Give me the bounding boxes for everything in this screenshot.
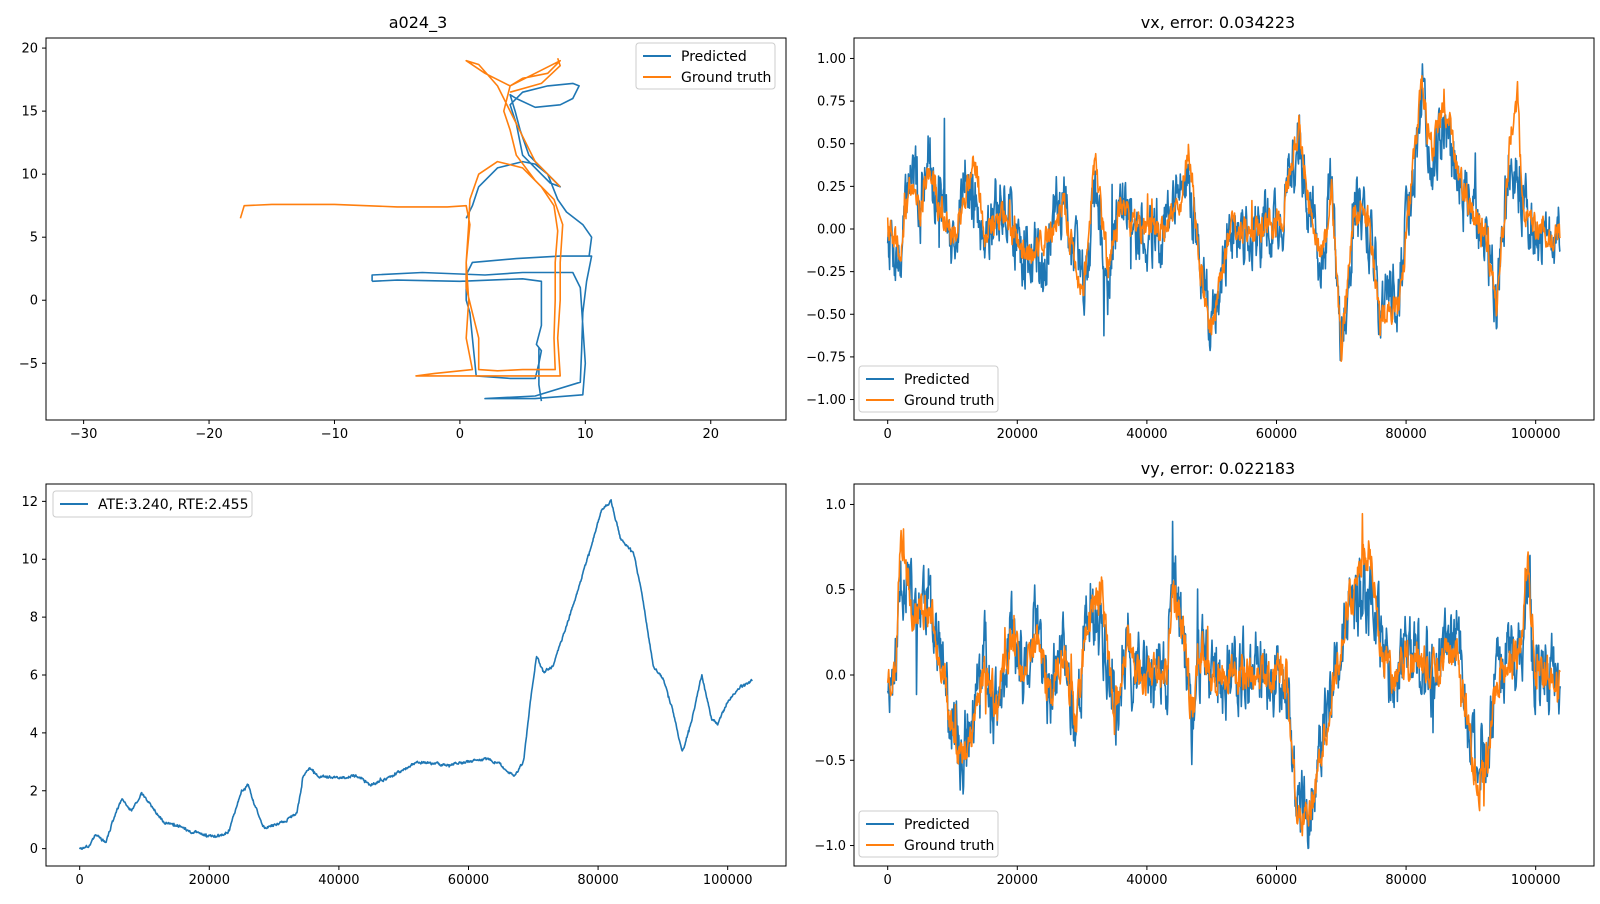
vy-legend-ground-truth-label: Ground truth [904, 838, 994, 854]
traj-ytick-label: 5 [30, 231, 38, 246]
err-ytick-label: 6 [30, 669, 38, 684]
vx-ytick-label: 1.00 [817, 52, 846, 67]
vy-legend: Predicted Ground truth [858, 810, 999, 858]
vx-xtick-label: 60000 [1256, 427, 1297, 442]
vy-title: vy, error: 0.022183 [1141, 459, 1295, 478]
vx-ytick-label: 0.50 [817, 137, 846, 152]
traj-xtick-label: 20 [702, 427, 719, 442]
vy-xtick-label: 0 [884, 873, 892, 888]
traj-series-ground-truth-3 [239, 59, 564, 377]
err-xtick-label: 0 [76, 873, 84, 888]
vx-ytick-label: −0.25 [806, 265, 846, 280]
err-ytick-label: 10 [21, 553, 38, 568]
traj-xtick-label: −10 [321, 427, 348, 442]
err-ytick-label: 4 [30, 726, 38, 741]
vy-ytick-label: 0.0 [825, 669, 846, 684]
vy-xtick-label: 80000 [1385, 873, 1426, 888]
trajectory-legend-ground-truth-label: Ground truth [681, 70, 771, 86]
traj-ytick-label: 20 [21, 42, 38, 57]
traj-xtick-label: 10 [577, 427, 594, 442]
vx-xtick-label: 20000 [997, 427, 1038, 442]
vx-xtick-label: 80000 [1385, 427, 1426, 442]
err-xtick-label: 20000 [189, 873, 230, 888]
vy-axes-frame [853, 483, 1595, 867]
vx-xtick-label: 40000 [1126, 427, 1167, 442]
vy-ytick-label: −1.0 [814, 839, 846, 854]
vx-axes-frame [853, 37, 1595, 421]
vy-panel: vy, error: 0.022183 0 20000 40000 60000 8000… [814, 459, 1595, 888]
vx-ytick-label: −1.00 [806, 393, 846, 408]
vx-plot-area: 0 20000 40000 60000 80000 100000 −1.00 −0.75 −0.… [806, 37, 1595, 442]
vy-ytick-label: −0.5 [814, 754, 846, 769]
traj-xtick-label: −20 [195, 427, 222, 442]
traj-ytick-label: 15 [21, 105, 38, 120]
vy-xtick-label: 60000 [1256, 873, 1297, 888]
vy-ytick-label: 0.5 [825, 583, 846, 598]
vy-plot-area: 0 20000 40000 60000 80000 100000 −1.0 −0.5 0.0 0.… [814, 483, 1595, 888]
traj-ytick-label: −5 [19, 357, 38, 372]
traj-xtick-label: 0 [456, 427, 464, 442]
vx-ytick-label: 0.25 [817, 180, 846, 195]
vy-xtick-label: 20000 [997, 873, 1038, 888]
traj-xtick-label: −30 [70, 427, 97, 442]
vx-xtick-label: 100000 [1511, 427, 1561, 442]
vy-legend-predicted-label: Predicted [904, 817, 970, 833]
traj-axes-frame [45, 37, 787, 421]
vy-ytick-label: 1.0 [825, 498, 846, 513]
error-legend-label: ATE:3.240, RTE:2.455 [98, 497, 249, 513]
error-panel: 0 20000 40000 60000 80000 100000 0 2 4 6 8 10 12 ATE… [21, 483, 787, 888]
err-series-ate-3-240-rte-2-455-0 [78, 499, 753, 850]
trajectory-plot-area: −30 −20 −10 0 10 20 −5 0 5 10 15 20 [19, 37, 787, 442]
vy-series-ground-truth-1 [886, 512, 1561, 837]
vx-xtick-label: 0 [884, 427, 892, 442]
err-xtick-label: 40000 [318, 873, 359, 888]
vx-ytick-label: 0.75 [817, 95, 846, 110]
error-plot-area: 0 20000 40000 60000 80000 100000 0 2 4 6 8 10 12 [21, 483, 787, 888]
err-ytick-label: 12 [21, 495, 38, 510]
vx-ytick-label: −0.50 [806, 308, 846, 323]
vx-legend-predicted-label: Predicted [904, 372, 970, 388]
vx-legend-ground-truth-label: Ground truth [904, 393, 994, 409]
error-legend: ATE:3.240, RTE:2.455 [52, 490, 253, 518]
err-ytick-label: 0 [30, 842, 38, 857]
err-xtick-label: 100000 [703, 873, 753, 888]
vx-title: vx, error: 0.034223 [1141, 13, 1295, 32]
traj-series-ground-truth-4 [509, 57, 561, 93]
vx-legend: Predicted Ground truth [858, 365, 999, 413]
err-ytick-label: 8 [30, 611, 38, 626]
trajectory-legend-predicted-label: Predicted [681, 49, 747, 65]
traj-series-predicted-1 [538, 348, 543, 402]
err-axes-frame [45, 483, 787, 867]
trajectory-title: a024_3 [389, 13, 448, 33]
trajectory-legend: Predicted Ground truth [635, 42, 776, 90]
vx-panel: vx, error: 0.034223 0 20000 40000 60000 8000… [806, 13, 1595, 442]
err-xtick-label: 80000 [577, 873, 618, 888]
err-xtick-label: 60000 [448, 873, 489, 888]
vy-xtick-label: 100000 [1511, 873, 1561, 888]
vy-xtick-label: 40000 [1126, 873, 1167, 888]
traj-ytick-label: 10 [21, 168, 38, 183]
vx-series-ground-truth-1 [886, 75, 1561, 362]
traj-ytick-label: 0 [30, 294, 38, 309]
trajectory-panel: a024_3 −30 −20 −10 0 10 20 −5 0 5 10 15 20 Predicte… [19, 13, 787, 442]
vx-ytick-label: −0.75 [806, 350, 846, 365]
vx-ytick-label: 0.00 [817, 223, 846, 238]
err-ytick-label: 2 [30, 784, 38, 799]
